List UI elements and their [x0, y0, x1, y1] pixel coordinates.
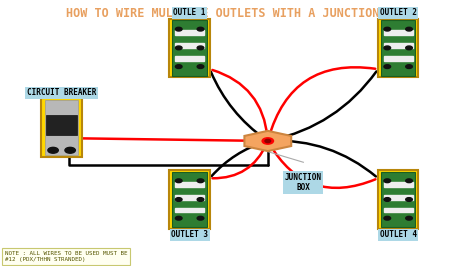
Bar	[175, 30, 204, 35]
Bar	[383, 30, 412, 35]
Circle shape	[265, 139, 271, 143]
Circle shape	[175, 46, 182, 50]
Bar	[46, 115, 77, 135]
Bar	[175, 182, 204, 187]
Bar	[383, 208, 412, 213]
Circle shape	[406, 27, 412, 31]
Bar	[378, 170, 418, 229]
Text: NOTE : ALL WIRES TO BE USED MUST BE
#12 (PDX/THHN STRANDED): NOTE : ALL WIRES TO BE USED MUST BE #12 …	[5, 251, 127, 262]
Bar	[175, 208, 204, 213]
Circle shape	[406, 198, 412, 201]
Circle shape	[197, 198, 204, 201]
Bar	[45, 100, 78, 155]
Bar	[383, 56, 412, 61]
Circle shape	[175, 27, 182, 31]
Circle shape	[197, 65, 204, 68]
Circle shape	[384, 27, 391, 31]
Bar	[381, 172, 415, 227]
Text: OUTLE 1: OUTLE 1	[173, 8, 206, 17]
Bar	[175, 195, 204, 200]
Circle shape	[384, 65, 391, 68]
Circle shape	[406, 46, 412, 50]
Circle shape	[175, 198, 182, 201]
Circle shape	[48, 147, 58, 153]
Circle shape	[384, 198, 391, 201]
Bar	[383, 195, 412, 200]
Circle shape	[197, 27, 204, 31]
Text: CIRCUIT BREAKER: CIRCUIT BREAKER	[27, 88, 96, 97]
Bar	[173, 20, 207, 76]
Text: OUTLET 3: OUTLET 3	[171, 230, 208, 239]
Circle shape	[65, 147, 75, 153]
Circle shape	[384, 46, 391, 50]
Text: JUNCTION
BOX: JUNCTION BOX	[285, 173, 322, 192]
Circle shape	[406, 179, 412, 183]
Bar	[381, 20, 415, 76]
Bar	[378, 19, 418, 77]
Text: OUTLET 2: OUTLET 2	[380, 8, 417, 17]
Text: HOW TO WIRE MULTIPLE OUTLETS WITH A JUNCTION BOX: HOW TO WIRE MULTIPLE OUTLETS WITH A JUNC…	[66, 7, 408, 20]
Circle shape	[197, 216, 204, 220]
Circle shape	[197, 179, 204, 183]
Circle shape	[175, 216, 182, 220]
Polygon shape	[245, 131, 291, 151]
Bar	[383, 182, 412, 187]
Circle shape	[406, 216, 412, 220]
Text: OUTLET 4: OUTLET 4	[380, 230, 417, 239]
Circle shape	[175, 65, 182, 68]
Circle shape	[197, 46, 204, 50]
Bar	[173, 172, 207, 227]
Circle shape	[384, 179, 391, 183]
Bar	[175, 56, 204, 61]
Circle shape	[384, 216, 391, 220]
Bar	[170, 170, 210, 229]
Bar	[170, 19, 210, 77]
Bar	[41, 98, 82, 157]
Bar	[175, 43, 204, 48]
Circle shape	[175, 179, 182, 183]
Bar	[383, 43, 412, 48]
Circle shape	[406, 65, 412, 68]
Circle shape	[262, 138, 273, 144]
